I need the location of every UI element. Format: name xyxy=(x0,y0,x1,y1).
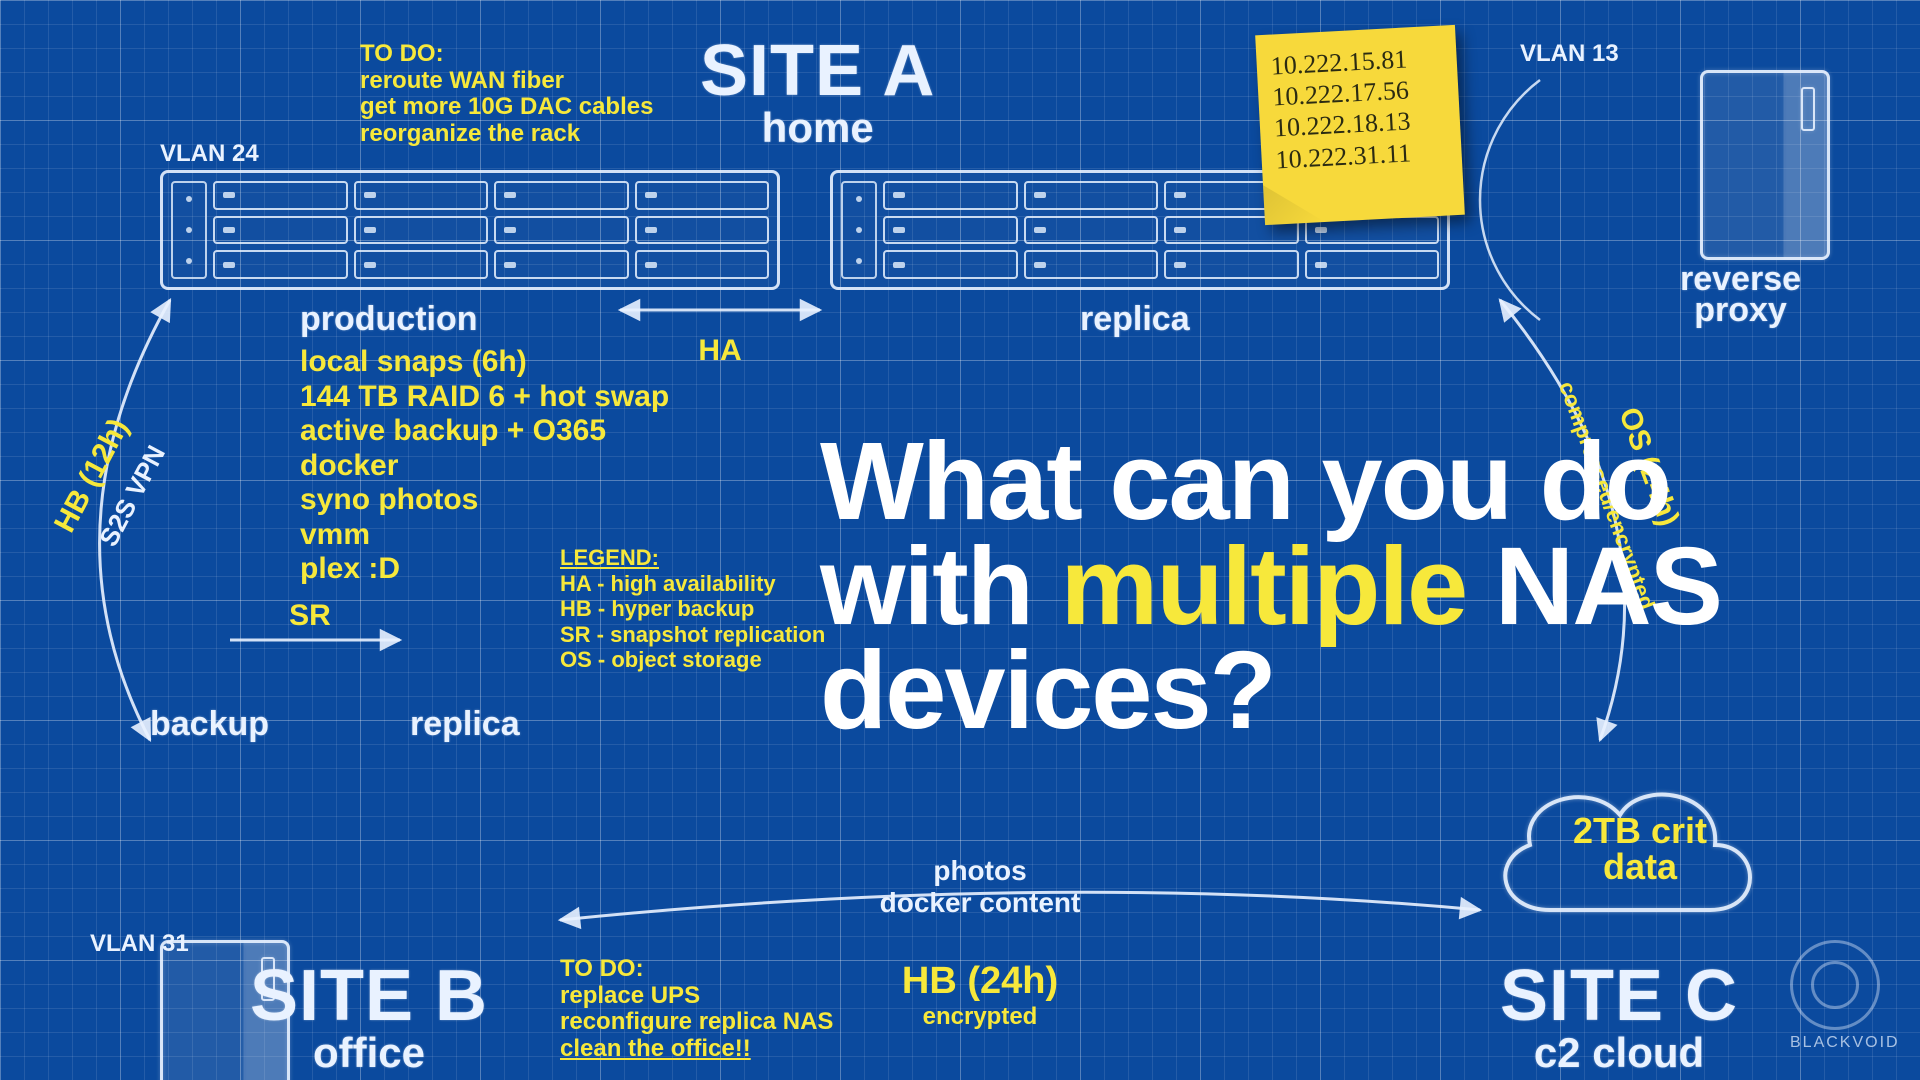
todo-b-item: clean the office!! xyxy=(560,1036,833,1062)
todo-b-item: reconfigure replica NAS xyxy=(560,1009,833,1035)
list-item: docker xyxy=(300,449,669,484)
todo-a-item: get more 10G DAC cables xyxy=(360,94,653,120)
site-b-block: SITE B office xyxy=(250,955,488,1077)
brand-logo: BLACKVOID xyxy=(1790,940,1900,1052)
tower-reverse-proxy xyxy=(1700,70,1830,260)
reverse-proxy-label: reverse proxy xyxy=(1680,260,1801,330)
rack-replica-label: replica xyxy=(1080,300,1190,339)
bottom-link-line: docker content xyxy=(850,887,1110,919)
brand-text: BLACKVOID xyxy=(1790,1034,1900,1052)
legend-head: LEGEND: xyxy=(560,545,825,571)
todo-a-item: reorganize the rack xyxy=(360,121,653,147)
tower-replica-label: replica xyxy=(410,705,520,744)
sticky-note: 10.222.15.81 10.222.17.56 10.222.18.13 1… xyxy=(1255,25,1465,225)
bottom-link-sub: encrypted xyxy=(850,1003,1110,1031)
bottom-link-title-block: HB (24h) encrypted xyxy=(850,960,1110,1031)
list-item: syno photos xyxy=(300,483,669,518)
legend-item: SR - snapshot replication xyxy=(560,622,825,647)
site-a-title: SITE A xyxy=(700,30,935,112)
list-item: active backup + O365 xyxy=(300,414,669,449)
list-item: local snaps (6h) xyxy=(300,345,669,380)
site-a-vlan: VLAN 24 xyxy=(160,140,259,168)
cloud-label: 2TB crit data xyxy=(1540,810,1740,888)
todo-a-item: reroute WAN fiber xyxy=(360,68,653,94)
todo-a: TO DO: reroute WAN fiber get more 10G DA… xyxy=(360,40,653,147)
todo-b-head: TO DO: xyxy=(560,955,833,983)
bottom-link-labels: photos docker content xyxy=(850,855,1110,919)
legend-item: HA - high availability xyxy=(560,571,825,596)
bottom-link-title: HB (24h) xyxy=(850,960,1110,1003)
headline: What can you do with multiple NAS device… xyxy=(820,430,1870,744)
legend-item: HB - hyper backup xyxy=(560,596,825,621)
site-b-title: SITE B xyxy=(250,955,488,1037)
legend-item: OS - object storage xyxy=(560,647,825,672)
bottom-link-line: photos xyxy=(850,855,1110,887)
site-c-block: SITE C c2 cloud xyxy=(1500,955,1738,1077)
todo-a-head: TO DO: xyxy=(360,40,653,68)
headline-line: with multiple NAS xyxy=(820,535,1870,640)
site-c-title: SITE C xyxy=(1500,955,1738,1037)
headline-line: devices? xyxy=(820,639,1870,744)
rack-production-label: production xyxy=(300,300,478,339)
tower-backup-label: backup xyxy=(150,705,269,744)
spiral-icon xyxy=(1790,940,1880,1030)
todo-b: TO DO: replace UPS reconfigure replica N… xyxy=(560,955,833,1062)
site-a-block: SITE A home xyxy=(700,30,935,152)
site-c-sub: c2 cloud xyxy=(1500,1029,1738,1077)
headline-line: What can you do xyxy=(820,430,1870,535)
rack-production xyxy=(160,170,780,290)
list-item: 144 TB RAID 6 + hot swap xyxy=(300,380,669,415)
site-b-vlan: VLAN 31 xyxy=(90,930,189,958)
todo-a-list: reroute WAN fiber get more 10G DAC cable… xyxy=(360,68,653,147)
todo-b-item: replace UPS xyxy=(560,983,833,1009)
site-c-vlan: VLAN 13 xyxy=(1520,40,1619,68)
legend-block: LEGEND: HA - high availability HB - hype… xyxy=(560,545,825,672)
